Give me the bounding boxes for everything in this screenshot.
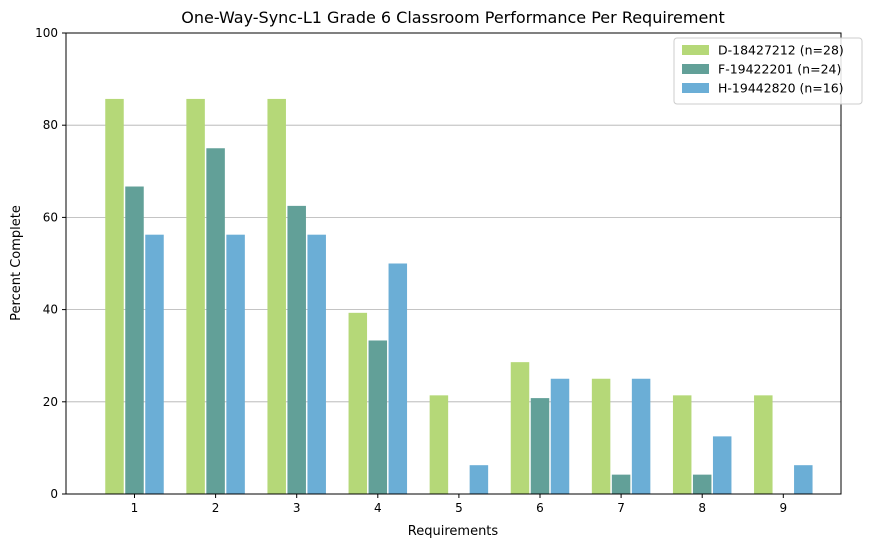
bars [105,98,813,494]
bar [754,395,773,494]
chart-title: One-Way-Sync-L1 Grade 6 Classroom Perfor… [181,8,724,27]
bar [105,98,124,494]
bar [469,465,489,494]
x-tick-label: 4 [374,501,382,515]
plot-frame [65,32,842,495]
bar [125,186,144,494]
bar [672,395,692,494]
x-tick-label: 2 [212,501,220,515]
bar [631,378,651,494]
grid-lines [66,124,841,403]
bar [206,148,225,494]
bar [226,234,245,494]
bar [267,98,286,494]
x-tick-label: 1 [131,501,139,515]
x-tick-label: 3 [293,501,301,515]
bar [287,205,306,494]
legend-swatch [682,64,709,74]
bar [145,234,164,494]
bar [429,395,449,494]
legend-swatch [682,45,709,55]
y-axis-label: Percent Complete [9,205,24,321]
x-tick-label: 5 [455,501,463,515]
bar [368,340,388,494]
legend-swatch [682,83,709,93]
legend-label: D-18427212 (n=28) [718,43,844,58]
bar [794,465,813,494]
x-tick-label: 9 [779,501,787,515]
y-tick-label: 40 [43,303,58,317]
bar [591,378,611,494]
y-tick-label: 20 [43,395,58,409]
bar [307,234,326,494]
bar [550,378,570,494]
legend-label: H-19442820 (n=16) [718,81,844,96]
x-axis-label: Requirements [408,524,499,539]
bar [530,398,550,494]
x-tick-label: 7 [617,501,625,515]
legend-label: F-19422201 (n=24) [718,62,841,77]
y-tick-label: 80 [43,118,58,132]
y-tick-label: 0 [50,487,58,501]
y-tick-label: 100 [35,26,58,40]
bar [186,98,205,494]
y-tick-label: 60 [43,210,58,224]
x-tick-label: 8 [698,501,706,515]
legend-box [673,37,863,105]
bar [611,474,631,494]
x-axis: 1 2 3 4 5 6 7 8 9 [131,494,787,515]
bar [712,436,732,494]
x-tick-label: 6 [536,501,544,515]
bar [388,263,408,494]
bar [510,362,530,494]
bar [348,312,368,494]
y-axis: 0 20 40 60 80 100 [35,26,66,501]
legend: D-18427212 (n=28) F-19422201 (n=24) H-1944… [673,37,863,105]
bar [692,474,712,494]
